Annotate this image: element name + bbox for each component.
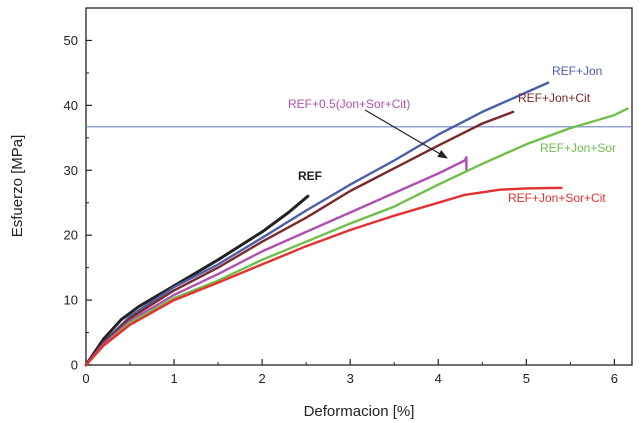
x-tick-label: 6: [611, 371, 618, 386]
label-ref-jon-cit: REF+Jon+Cit: [518, 91, 591, 105]
plot-area-frame: [85, 7, 633, 366]
series-line-ref-jon-sor-cit: [84, 186, 563, 367]
y-tick-label: 30: [64, 163, 78, 178]
series-layer: [84, 81, 629, 367]
label-ref-jon: REF+Jon: [552, 64, 602, 78]
y-tick-label: 0: [71, 358, 78, 373]
series-line-ref-jon-cit: [84, 110, 515, 367]
y-tick-label: 40: [64, 98, 78, 113]
series-labels: REF+Jon REF+Jon+Cit REF+0.5(Jon+Sor+Cit)…: [288, 64, 616, 205]
y-axis-title: Esfuerzo [MPa]: [9, 135, 26, 238]
x-tick-label: 0: [82, 371, 89, 386]
label-ref-half-jon-sor-cit: REF+0.5(Jon+Sor+Cit): [288, 97, 410, 111]
x-tick-label: 1: [170, 371, 177, 386]
label-ref: REF: [298, 169, 322, 183]
series-line-ref: [84, 194, 310, 367]
y-axis-ticks: 0 10 20 30 40 50: [64, 33, 92, 373]
x-tick-label: 4: [435, 371, 442, 386]
y-tick-label: 20: [64, 228, 78, 243]
series-line-ref-0-5-jon-sor-cit: [84, 156, 468, 367]
x-axis-title: Deformacion [%]: [304, 403, 415, 420]
y-tick-label: 50: [64, 33, 78, 48]
label-pointer-arrow: [364, 109, 448, 159]
series-line-ref-jon: [84, 81, 550, 367]
y-tick-label: 10: [64, 293, 78, 308]
label-ref-jon-sor-cit: REF+Jon+Sor+Cit: [508, 191, 606, 205]
x-tick-label: 5: [523, 371, 530, 386]
x-axis-ticks: 0 1 2 3 4 5 6: [82, 359, 618, 386]
x-tick-label: 2: [259, 371, 266, 386]
label-ref-jon-sor: REF+Jon+Sor: [540, 141, 616, 155]
x-tick-label: 3: [347, 371, 354, 386]
series-line-ref-jon-sor: [84, 107, 629, 367]
